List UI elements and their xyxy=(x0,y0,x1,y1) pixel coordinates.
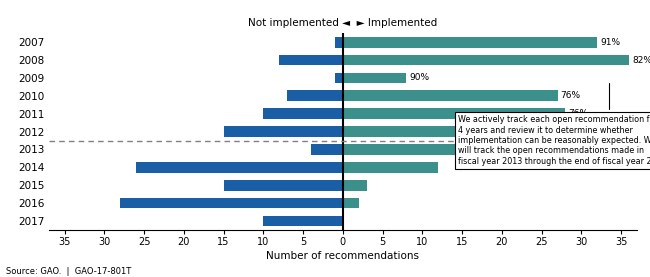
Bar xyxy=(224,126,343,137)
Bar xyxy=(343,108,566,119)
Text: We actively track each open recommendation for
4 years and review it to determin: We actively track each open recommendati… xyxy=(458,83,650,166)
Title: Not implemented ◄  ► Implemented: Not implemented ◄ ► Implemented xyxy=(248,18,437,28)
Bar xyxy=(263,216,343,226)
Bar xyxy=(120,198,343,209)
X-axis label: Number of recommendations: Number of recommendations xyxy=(266,251,419,261)
Bar xyxy=(136,162,343,173)
Bar xyxy=(343,55,629,65)
Bar xyxy=(335,37,343,48)
Bar xyxy=(335,73,343,83)
Bar xyxy=(263,108,343,119)
Text: 76%: 76% xyxy=(569,109,589,118)
Text: 62%: 62% xyxy=(552,127,573,136)
Bar xyxy=(287,91,343,101)
Bar xyxy=(343,198,359,209)
Bar xyxy=(343,144,541,155)
Bar xyxy=(343,37,597,48)
Bar xyxy=(343,162,438,173)
Text: Source: GAO.  |  GAO-17-801T: Source: GAO. | GAO-17-801T xyxy=(6,267,132,276)
Bar xyxy=(343,126,549,137)
Bar xyxy=(280,55,343,65)
Text: 76%: 76% xyxy=(561,91,581,100)
Text: 91%: 91% xyxy=(601,38,621,47)
Text: 90%: 90% xyxy=(410,73,430,83)
Text: 82%: 82% xyxy=(632,56,650,65)
Bar xyxy=(224,180,343,191)
Bar xyxy=(343,91,558,101)
Bar xyxy=(343,73,406,83)
Bar xyxy=(311,144,343,155)
Bar xyxy=(343,180,367,191)
